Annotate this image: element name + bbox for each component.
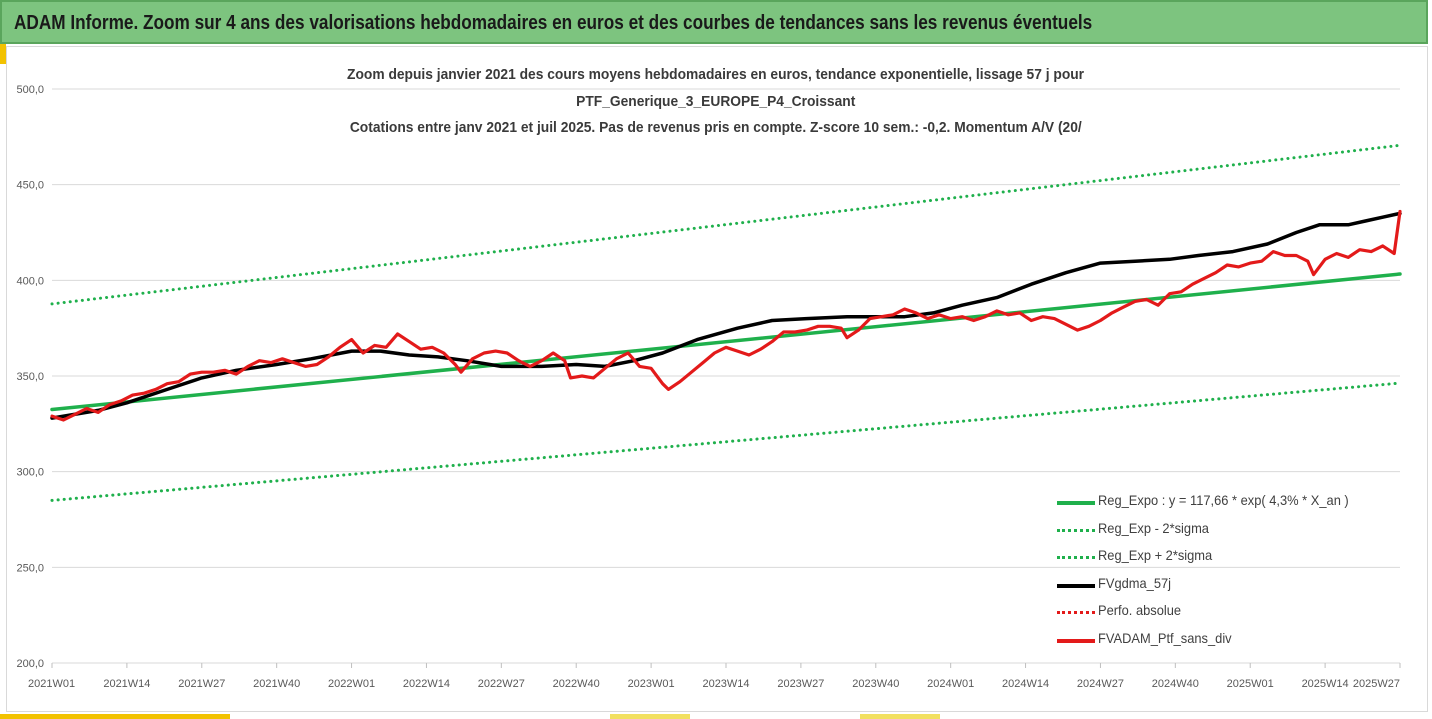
y-tick-label: 250,0: [16, 562, 44, 574]
y-tick-label: 300,0: [16, 467, 44, 479]
y-tick-label: 500,0: [16, 84, 44, 96]
legend-item: FVADAM_Ptf_sans_div: [1052, 626, 1412, 654]
legend-item: Perfo. absolue: [1052, 598, 1412, 626]
legend-label: Perfo. absolue: [1098, 602, 1182, 618]
x-tick-label: 2021W27: [178, 678, 225, 690]
legend-item: Reg_Exp - 2*sigma: [1052, 516, 1412, 544]
series-line-1: [50, 381, 1402, 502]
x-tick-label: 2025W01: [1227, 678, 1274, 690]
series-line-2: [50, 143, 1402, 306]
legend-label: FVADAM_Ptf_sans_div: [1098, 629, 1232, 646]
x-tick-label: 2025W14: [1302, 678, 1349, 690]
y-tick-label: 450,0: [16, 180, 44, 192]
chart-legend: Reg_Expo : y = 117,66 * exp( 4,3% * X_an…: [1052, 488, 1412, 653]
legend-label: Reg_Expo : y = 117,66 * exp( 4,3% * X_an…: [1098, 492, 1349, 508]
frame-accent-bottom: [0, 714, 230, 719]
x-tick-label: 2025W27: [1353, 678, 1400, 690]
legend-item: Reg_Exp + 2*sigma: [1052, 543, 1412, 571]
report-title: ADAM Informe. Zoom sur 4 ans des valoris…: [14, 12, 1093, 34]
x-tick-label: 2022W40: [553, 678, 600, 690]
chart-title-line-3: Cotations entre janv 2021 et juil 2025. …: [350, 119, 1082, 136]
legend-swatch: [1057, 583, 1095, 588]
y-tick-label: 200,0: [16, 658, 44, 670]
legend-label: Reg_Exp - 2*sigma: [1098, 519, 1209, 536]
series-line-3: [50, 211, 1402, 420]
legend-item: Reg_Expo : y = 117,66 * exp( 4,3% * X_an…: [1052, 488, 1412, 516]
legend-swatch: [1057, 638, 1095, 643]
x-tick-label: 2024W40: [1152, 678, 1199, 690]
y-tick-label: 350,0: [16, 371, 44, 383]
chart-area: [6, 46, 1428, 712]
series-line-5: [50, 209, 1402, 422]
x-tick-label: 2021W40: [253, 678, 300, 690]
legend-label: Reg_Exp + 2*sigma: [1098, 547, 1213, 563]
legend-swatch: [1057, 501, 1095, 505]
report-header: ADAM Informe. Zoom sur 4 ans des valoris…: [0, 0, 1428, 44]
series-line-0: [50, 272, 1402, 412]
x-tick-label: 2023W40: [852, 678, 899, 690]
x-tick-label: 2022W27: [478, 678, 525, 690]
x-tick-label: 2024W01: [927, 678, 974, 690]
x-tick-label: 2022W01: [328, 678, 375, 690]
legend-swatch: [1057, 528, 1095, 532]
x-tick-label: 2023W27: [777, 678, 824, 690]
x-tick-label: 2024W14: [1002, 678, 1049, 690]
frame-accent-bottom-mid: [610, 714, 690, 719]
legend-label: FVgdma_57j: [1098, 574, 1172, 591]
x-tick-label: 2022W14: [403, 678, 450, 690]
frame-accent-bottom-mid2: [860, 714, 940, 719]
legend-swatch: [1057, 556, 1095, 559]
chart-title-line-2: PTF_Generique_3_EUROPE_P4_Croissant: [576, 93, 856, 110]
x-tick-label: 2023W01: [628, 678, 675, 690]
x-tick-label: 2021W14: [103, 678, 150, 690]
legend-item: FVgdma_57j: [1052, 571, 1412, 599]
legend-swatch: [1057, 611, 1095, 614]
frame-accent-left: [0, 44, 6, 64]
x-tick-label: 2024W27: [1077, 678, 1124, 690]
y-tick-label: 400,0: [16, 275, 44, 287]
chart-title-line-1: Zoom depuis janvier 2021 des cours moyen…: [347, 66, 1085, 83]
x-tick-label: 2023W14: [702, 678, 749, 690]
x-tick-label: 2021W01: [28, 678, 75, 690]
